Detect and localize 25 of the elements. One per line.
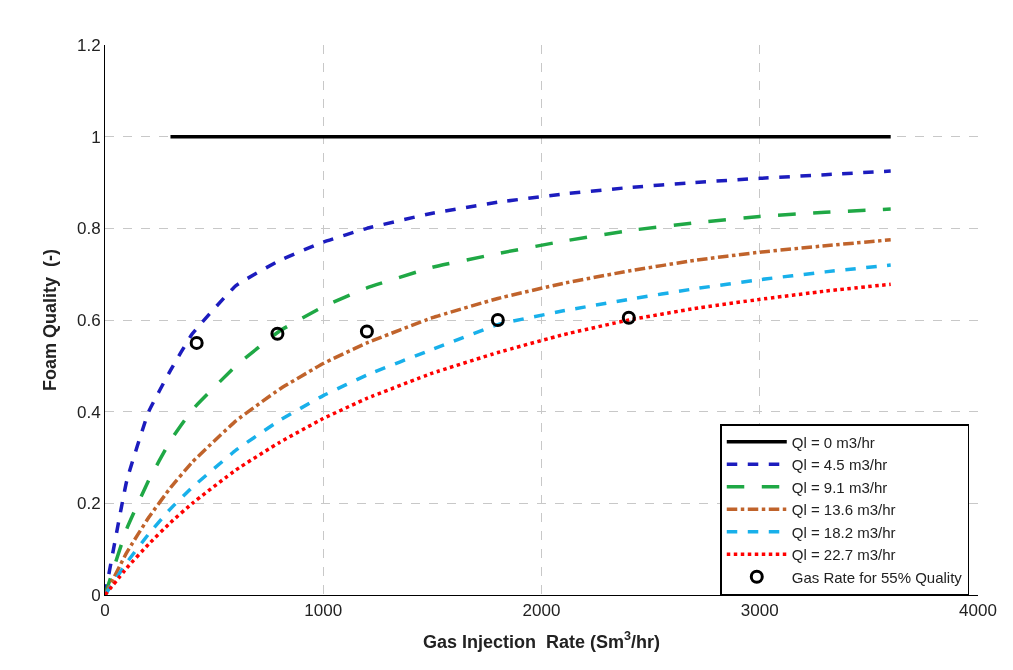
legend-label: Ql = 0 m3/hr [791, 433, 875, 451]
y-axis-title: Foam Quality (-) [40, 248, 61, 392]
x-axis-title: Gas Injection Rate (Sm$^{3}$/hr) [422, 628, 661, 652]
legend-label: Ql = 18.2 m3/hr [791, 523, 896, 541]
legend-label: Ql = 9.1 m3/hr [791, 478, 888, 496]
y-tick-label: 1.2 [76, 35, 101, 55]
legend-label: Ql = 22.7 m3/hr [791, 546, 896, 564]
point [490, 313, 505, 327]
legend-label: Gas Rate for 55% Quality [791, 568, 963, 586]
point [359, 324, 374, 339]
y-tick-label: 0.4 [76, 402, 101, 422]
x-tick-label: 4000 [959, 601, 997, 621]
x-tick-label: 1000 [304, 601, 343, 621]
legend-label: Ql = 13.6 m3/hr [791, 501, 896, 519]
y-tick-label: 0.8 [76, 219, 101, 239]
legend-label: Ql = 4.5 m3/hr [791, 456, 888, 474]
y-tick-label: 1 [91, 127, 101, 147]
y-tick-label: 0 [91, 585, 101, 605]
y-tick-label: 0.6 [76, 310, 101, 330]
point [270, 326, 285, 341]
point [189, 335, 204, 350]
y-tick-label: 0.2 [76, 494, 101, 514]
x-tick-label: 2000 [522, 601, 561, 621]
point [621, 310, 636, 325]
x-tick-label: 3000 [740, 601, 779, 621]
